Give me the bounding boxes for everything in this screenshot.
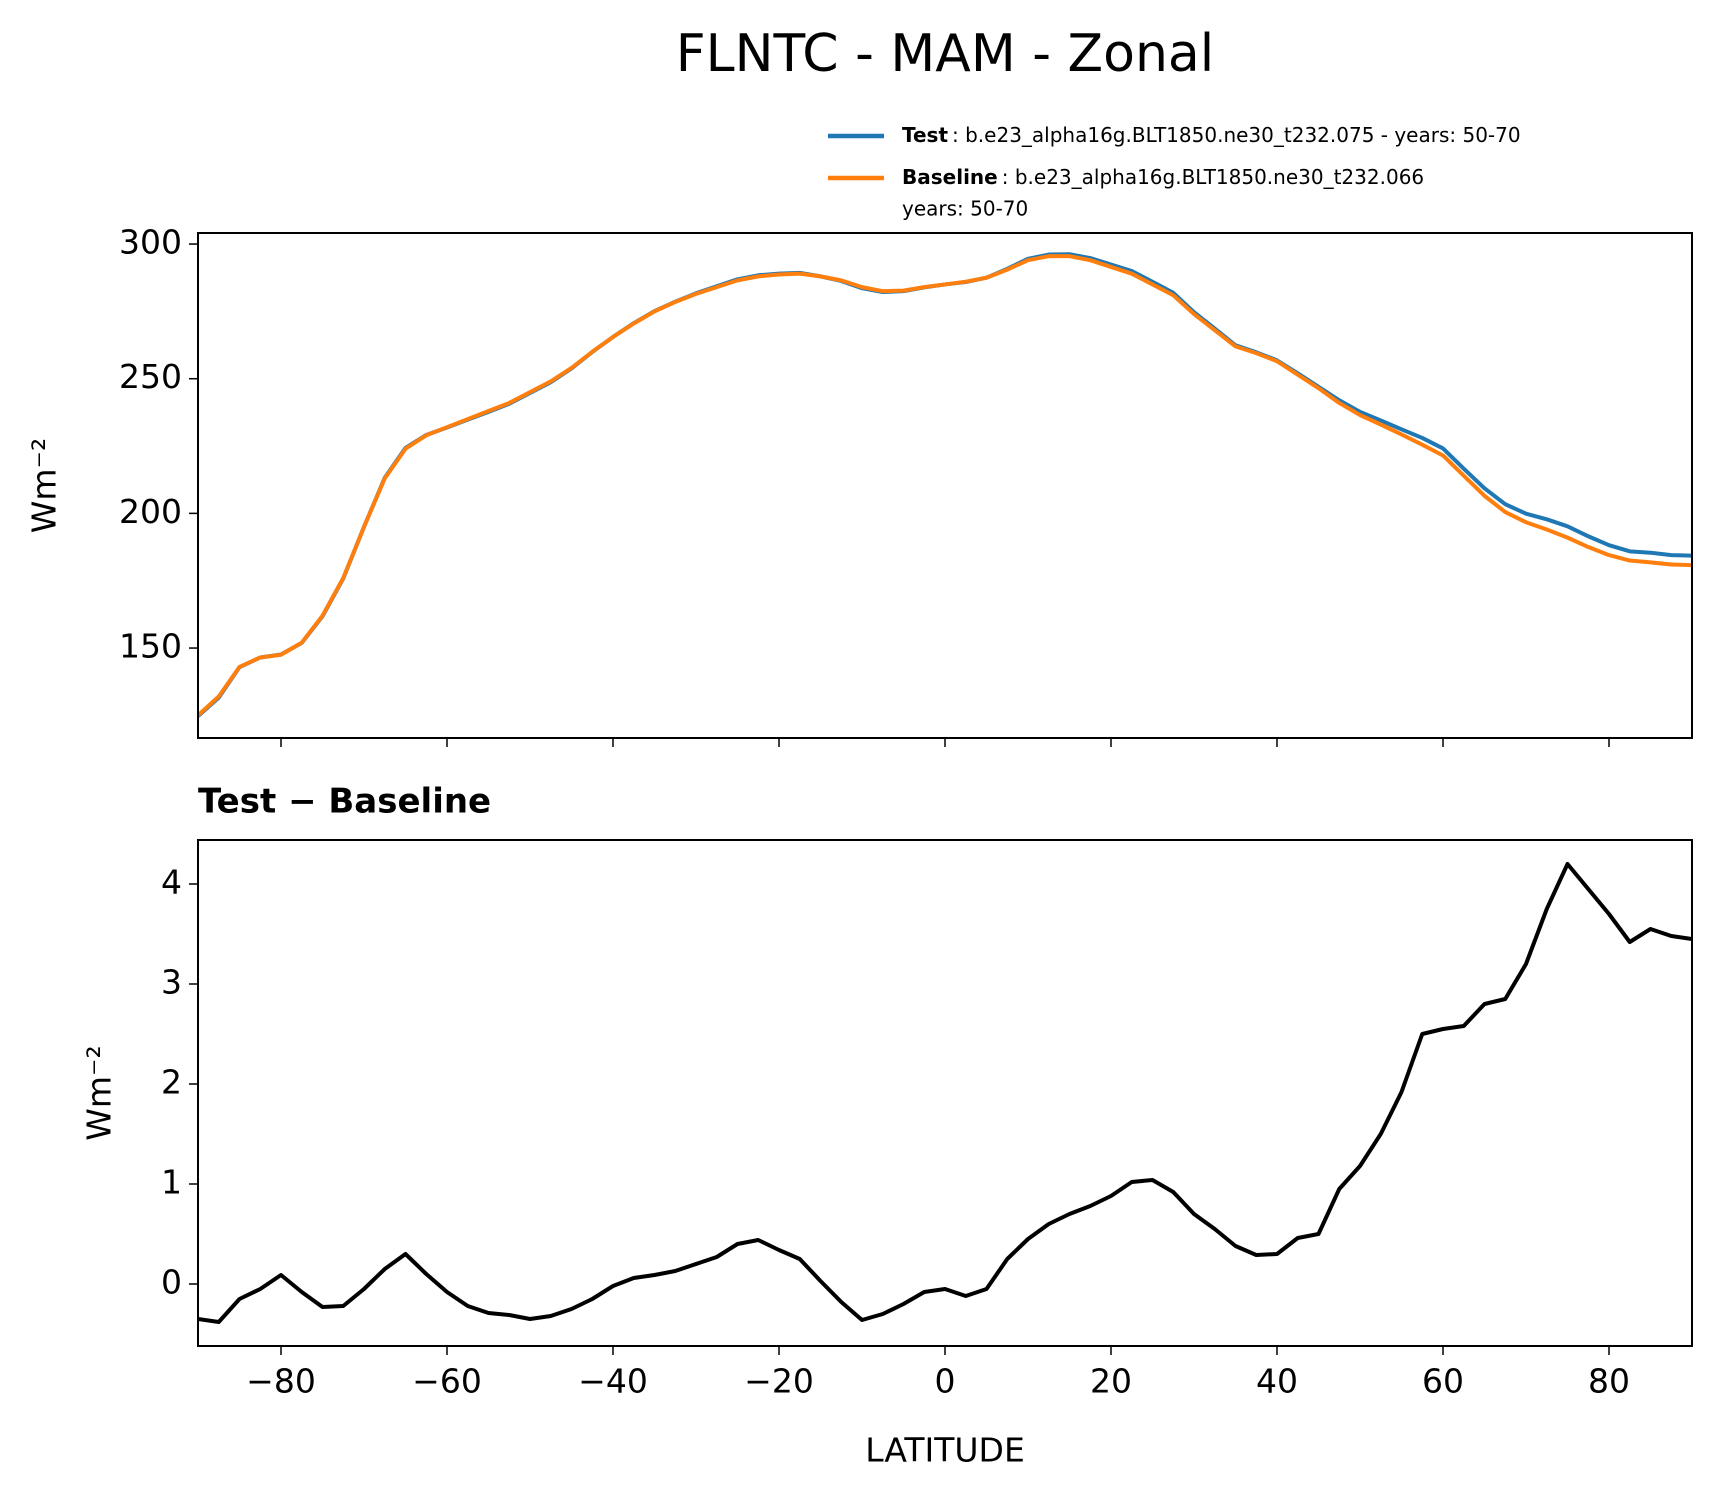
y-axis-label: Wm⁻² [80, 1045, 119, 1140]
legend-description: : b.e23_alpha16g.BLT1850.ne30_t232.066 [1002, 165, 1424, 189]
x-tick-label: −60 [412, 1362, 482, 1401]
x-tick-label: 0 [935, 1362, 956, 1401]
y-tick-label: 150 [119, 627, 182, 666]
x-axis-label: LATITUDE [865, 1431, 1025, 1470]
y-tick-label: 3 [161, 963, 182, 1002]
y-tick-label: 4 [161, 863, 182, 902]
axes-frame [197, 232, 1693, 739]
legend-name: Test [902, 123, 948, 147]
x-tick-label: −80 [246, 1362, 316, 1401]
axes-title: Test − Baseline [198, 782, 491, 822]
legend-label: Test: b.e23_alpha16g.BLT1850.ne30_t232.0… [902, 123, 1521, 147]
x-tick-label: 60 [1422, 1362, 1464, 1401]
x-tick-label: 40 [1256, 1362, 1298, 1401]
axes-frame [197, 839, 1693, 1347]
y-tick-label: 0 [161, 1263, 182, 1302]
data-line [198, 254, 1692, 717]
y-tick-label: 2 [161, 1063, 182, 1102]
y-tick-label: 250 [119, 357, 182, 396]
legend-label: Baseline: b.e23_alpha16g.BLT1850.ne30_t2… [902, 165, 1424, 189]
x-tick-label: −40 [578, 1362, 648, 1401]
legend-description: years: 50-70 [902, 197, 1028, 221]
x-tick-label: 20 [1090, 1362, 1132, 1401]
y-axis-label: Wm⁻² [25, 438, 64, 533]
x-tick-label: −20 [744, 1362, 814, 1401]
legend-name: Baseline [902, 165, 998, 189]
y-tick-label: 200 [119, 492, 182, 531]
y-tick-label: 300 [119, 223, 182, 262]
y-tick-label: 1 [161, 1163, 182, 1202]
x-tick-label: 80 [1588, 1362, 1630, 1401]
data-line [198, 862, 1692, 1324]
legend-description: : b.e23_alpha16g.BLT1850.ne30_t232.075 -… [952, 123, 1521, 147]
figure-title: FLNTC - MAM - Zonal [676, 24, 1214, 84]
